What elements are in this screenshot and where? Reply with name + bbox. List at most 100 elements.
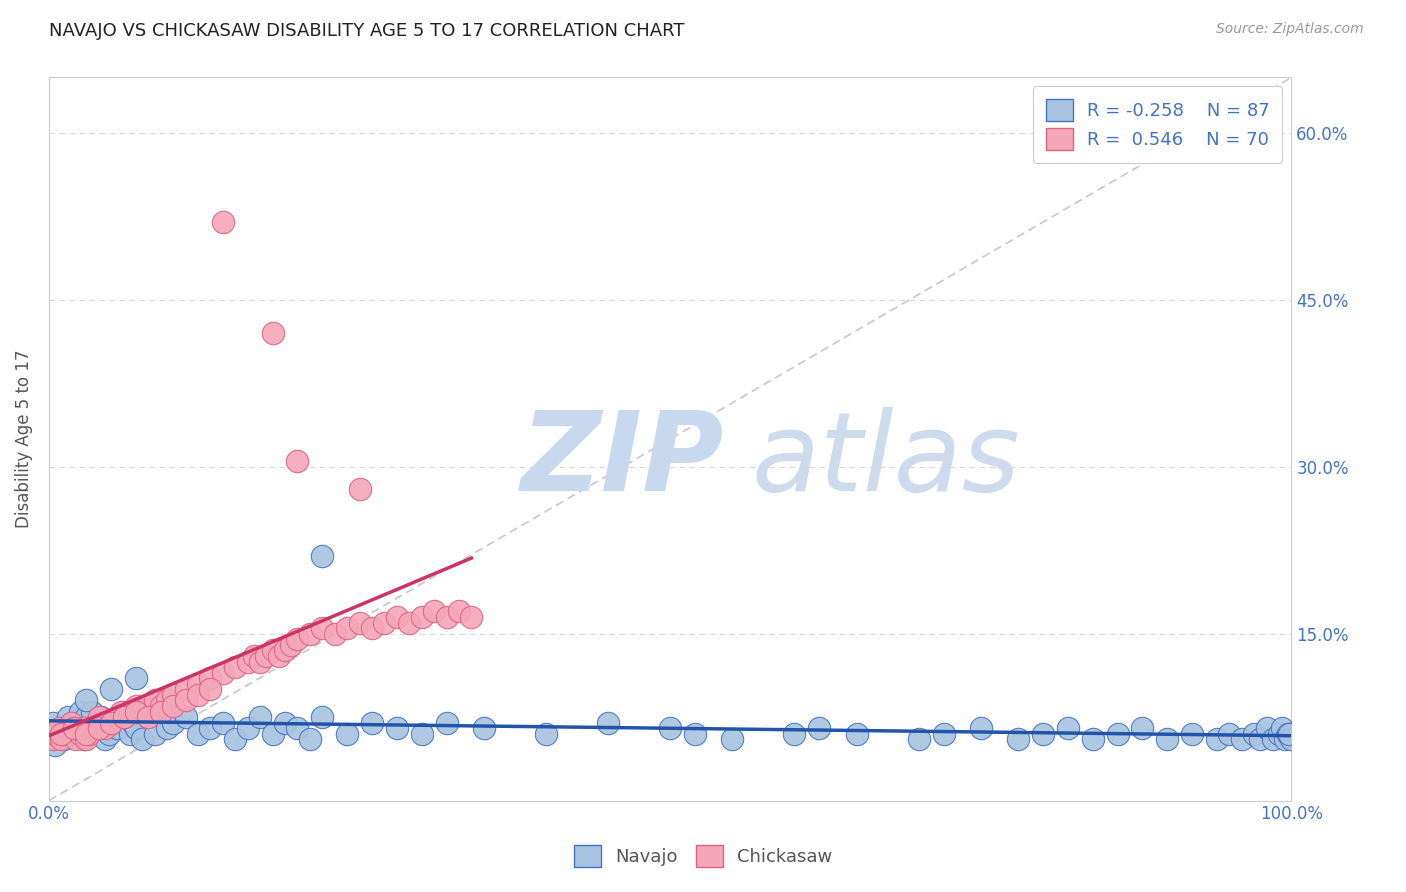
Point xyxy=(97,727,120,741)
Point xyxy=(112,710,135,724)
Point xyxy=(82,705,104,719)
Point xyxy=(243,648,266,663)
Point xyxy=(149,705,172,719)
Point xyxy=(110,705,132,719)
Point xyxy=(411,610,433,624)
Point xyxy=(187,727,209,741)
Point xyxy=(411,727,433,741)
Point xyxy=(287,721,309,735)
Point xyxy=(274,643,297,657)
Point xyxy=(87,715,110,730)
Point xyxy=(212,665,235,680)
Point xyxy=(63,721,86,735)
Text: ZIP: ZIP xyxy=(522,408,724,514)
Point xyxy=(274,715,297,730)
Point xyxy=(60,727,83,741)
Point xyxy=(1256,721,1278,735)
Point xyxy=(65,721,87,735)
Point xyxy=(122,715,145,730)
Point xyxy=(385,721,408,735)
Point xyxy=(125,721,148,735)
Point xyxy=(82,721,104,735)
Point xyxy=(249,710,271,724)
Point xyxy=(267,648,290,663)
Point xyxy=(1107,727,1129,741)
Point xyxy=(224,732,246,747)
Point xyxy=(65,732,87,747)
Point xyxy=(200,721,222,735)
Point xyxy=(87,721,110,735)
Point xyxy=(212,715,235,730)
Point xyxy=(323,626,346,640)
Point xyxy=(200,682,222,697)
Point xyxy=(44,738,66,752)
Point xyxy=(51,727,73,741)
Point xyxy=(534,727,557,741)
Point xyxy=(1278,727,1301,741)
Point xyxy=(77,727,100,741)
Point xyxy=(52,732,75,747)
Point xyxy=(118,705,141,719)
Point xyxy=(236,655,259,669)
Point xyxy=(105,721,128,735)
Point xyxy=(48,721,70,735)
Point xyxy=(970,721,993,735)
Point xyxy=(60,715,83,730)
Text: atlas: atlas xyxy=(751,408,1019,514)
Point xyxy=(436,715,458,730)
Point xyxy=(73,732,96,747)
Point xyxy=(845,727,868,741)
Point xyxy=(423,605,446,619)
Point xyxy=(56,710,79,724)
Point xyxy=(149,699,172,714)
Point xyxy=(262,643,284,657)
Point xyxy=(131,732,153,747)
Point xyxy=(1230,732,1253,747)
Point xyxy=(1056,721,1078,735)
Point xyxy=(783,727,806,741)
Point xyxy=(41,732,63,747)
Point xyxy=(200,671,222,685)
Point xyxy=(1249,732,1271,747)
Point xyxy=(1181,727,1204,741)
Point xyxy=(287,454,309,468)
Point xyxy=(84,715,107,730)
Point xyxy=(75,693,97,707)
Point xyxy=(1243,727,1265,741)
Point xyxy=(311,710,333,724)
Point xyxy=(336,727,359,741)
Point xyxy=(138,699,160,714)
Point xyxy=(51,721,73,735)
Point xyxy=(125,705,148,719)
Point xyxy=(472,721,495,735)
Point xyxy=(311,621,333,635)
Point xyxy=(174,710,197,724)
Point xyxy=(112,710,135,724)
Point xyxy=(112,705,135,719)
Point xyxy=(75,732,97,747)
Point xyxy=(249,655,271,669)
Point xyxy=(90,710,112,724)
Point xyxy=(63,721,86,735)
Point xyxy=(162,715,184,730)
Point xyxy=(110,710,132,724)
Point xyxy=(138,710,160,724)
Point xyxy=(162,699,184,714)
Point xyxy=(174,693,197,707)
Point xyxy=(187,677,209,691)
Point xyxy=(56,721,79,735)
Point xyxy=(1081,732,1104,747)
Point xyxy=(808,721,831,735)
Legend: R = -0.258    N = 87, R =  0.546    N = 70: R = -0.258 N = 87, R = 0.546 N = 70 xyxy=(1033,87,1282,163)
Point xyxy=(100,715,122,730)
Point xyxy=(683,727,706,741)
Point xyxy=(1156,732,1178,747)
Point xyxy=(73,721,96,735)
Point xyxy=(254,648,277,663)
Text: NAVAJO VS CHICKASAW DISABILITY AGE 5 TO 17 CORRELATION CHART: NAVAJO VS CHICKASAW DISABILITY AGE 5 TO … xyxy=(49,22,685,40)
Legend: Navajo, Chickasaw: Navajo, Chickasaw xyxy=(567,838,839,874)
Point xyxy=(1281,732,1303,747)
Point xyxy=(118,727,141,741)
Point xyxy=(105,710,128,724)
Point xyxy=(280,638,302,652)
